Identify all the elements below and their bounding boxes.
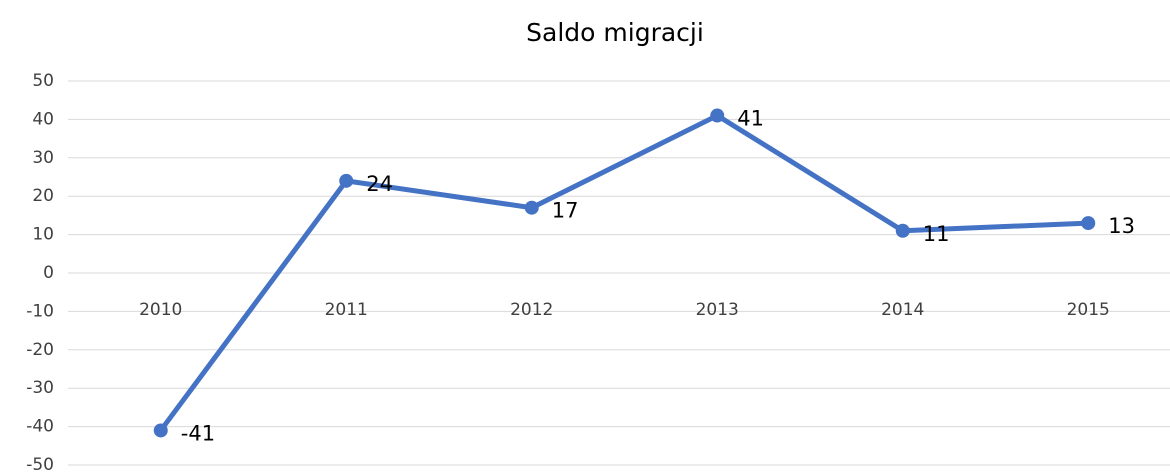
marker bbox=[524, 200, 539, 215]
y-tick-label: -20 bbox=[26, 340, 54, 360]
y-tick-label: 30 bbox=[32, 148, 54, 168]
marker bbox=[339, 173, 354, 188]
x-tick-label: 2015 bbox=[1067, 300, 1110, 320]
marker bbox=[1081, 216, 1096, 231]
y-tick-label: 10 bbox=[32, 225, 54, 245]
x-tick-label: 2012 bbox=[510, 300, 553, 320]
data-label: 41 bbox=[737, 107, 764, 131]
line bbox=[158, 113, 1089, 432]
data-label: 17 bbox=[552, 199, 579, 223]
chart-title: Saldo migracji bbox=[526, 18, 704, 47]
marker bbox=[710, 108, 725, 123]
marker bbox=[895, 223, 910, 238]
y-tick-label: 0 bbox=[43, 263, 54, 283]
y-tick-label: -40 bbox=[26, 417, 54, 437]
marker bbox=[153, 423, 168, 438]
data-label: 24 bbox=[366, 172, 393, 196]
data-label: -41 bbox=[181, 421, 215, 445]
x-tick-label: 2014 bbox=[881, 300, 924, 320]
x-tick-label: 2013 bbox=[696, 300, 739, 320]
y-tick-label: 20 bbox=[32, 186, 54, 206]
data-label: 13 bbox=[1108, 214, 1135, 238]
y-tick-label: -10 bbox=[26, 301, 54, 321]
x-tick-label: 2011 bbox=[325, 300, 368, 320]
y-tick-label: 50 bbox=[32, 71, 54, 91]
x-tick-label: 2010 bbox=[139, 300, 182, 320]
y-tick-label: 40 bbox=[32, 109, 54, 129]
y-tick-label: -30 bbox=[26, 378, 54, 398]
y-tick-label: -50 bbox=[26, 455, 54, 474]
data-label: 11 bbox=[923, 222, 950, 246]
